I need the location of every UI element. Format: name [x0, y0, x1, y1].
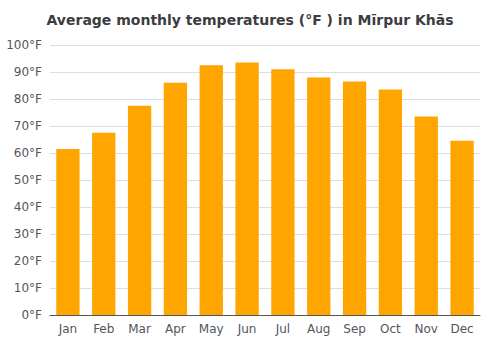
svg-text:10°F: 10°F [14, 281, 42, 295]
svg-text:Sep: Sep [343, 322, 366, 336]
svg-text:60°F: 60°F [14, 146, 42, 160]
svg-text:Jul: Jul [275, 322, 290, 336]
svg-text:100°F: 100°F [6, 38, 42, 52]
svg-text:80°F: 80°F [14, 92, 42, 106]
svg-text:Oct: Oct [380, 322, 401, 336]
svg-text:Jun: Jun [237, 322, 257, 336]
svg-text:40°F: 40°F [14, 200, 42, 214]
svg-text:0°F: 0°F [21, 308, 42, 322]
svg-text:Apr: Apr [165, 322, 186, 336]
svg-text:Dec: Dec [450, 322, 473, 336]
svg-text:Average monthly temperatures (: Average monthly temperatures (°F ) in Mī… [47, 12, 454, 28]
svg-text:Feb: Feb [93, 322, 114, 336]
svg-text:20°F: 20°F [14, 254, 42, 268]
svg-text:Nov: Nov [415, 322, 438, 336]
svg-text:70°F: 70°F [14, 119, 42, 133]
svg-text:30°F: 30°F [14, 227, 42, 241]
svg-text:90°F: 90°F [14, 65, 42, 79]
svg-text:Mar: Mar [128, 322, 151, 336]
svg-text:May: May [199, 322, 224, 336]
svg-text:Aug: Aug [307, 322, 330, 336]
svg-text:Jan: Jan [58, 322, 78, 336]
svg-text:50°F: 50°F [14, 173, 42, 187]
